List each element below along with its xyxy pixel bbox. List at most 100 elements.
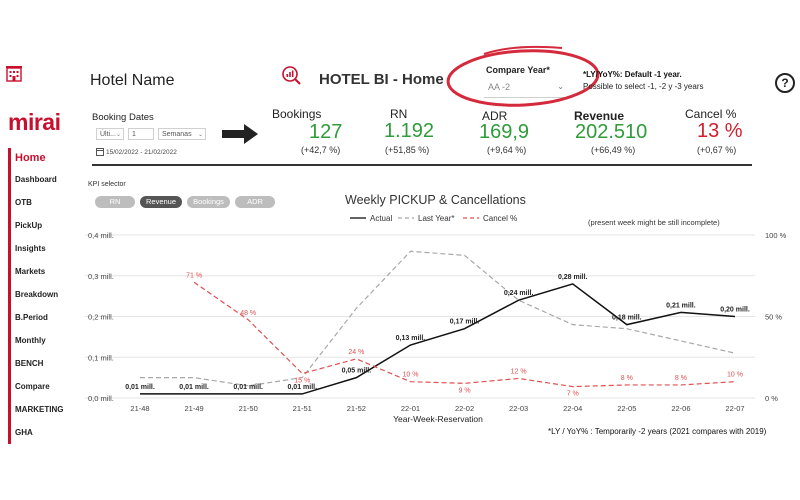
kpi-label-rn: RN [390,107,408,121]
data-label-cancel: 10 % [402,372,418,379]
booking-dates-title: Booking Dates [92,112,154,123]
y-right-tick-label: 50 % [765,313,782,322]
y-left-tick-label: 0,4 mill. [88,231,114,240]
x-tick-label: 22-05 [617,404,636,413]
data-label-cancel: 12 % [511,368,527,375]
data-label-cancel: 7 % [567,391,579,398]
data-label-actual: 0,24 mill. [504,290,534,297]
sidebar-item-gha[interactable]: GHA [15,428,33,437]
hotel-name: Hotel Name [90,72,175,89]
data-label-actual: 0,18 mill. [612,315,642,322]
sidebar-item-marketing[interactable]: MARKETING [15,405,64,414]
sidebar-item-pickup[interactable]: PickUp [15,221,43,230]
x-axis-title: Year-Week-Reservation [393,414,483,424]
data-label-actual: 0,28 mill. [558,274,588,281]
arrow-right-icon [222,124,258,144]
legend-label: Cancel % [483,214,517,223]
kpi-label-adr: ADR [482,109,508,123]
kpi-label-bookings: Bookings [272,107,322,121]
period-unit-select[interactable]: Semanas ⌄ [158,128,206,140]
data-label-cancel: 10 % [727,372,743,379]
data-label-cancel: 48 % [240,310,256,317]
sidebar-item-bperiod[interactable]: B.Period [15,313,48,322]
x-tick-label: 22-01 [401,404,420,413]
kpi-value-revenue: 202.510 [575,121,648,143]
sidebar-accent-bar [8,148,11,444]
period-number-input[interactable]: 1 [128,128,154,140]
compare-year-value: AA -2 [488,82,511,92]
y-left-tick-label: 0,2 mill. [88,313,114,322]
x-tick-label: 22-07 [725,404,744,413]
kpi-divider [92,164,752,166]
sidebar-item-home[interactable]: Home [15,152,46,164]
sidebar-item-markets[interactable]: Markets [15,267,46,276]
chart-title: Weekly PICKUP & Cancellations [345,193,526,207]
data-label-cancel: 8 % [675,375,687,382]
kpi-value-cancel: 13 % [697,120,743,142]
kpi-value-rn: 1.192 [384,120,435,142]
sidebar-item-dashboard[interactable]: Dashboard [15,175,57,184]
kpi-label-revenue: Revenue [574,109,625,123]
x-tick-label: 21-51 [293,404,312,413]
data-label-actual: 0,01 mill. [233,384,263,391]
x-tick-label: 22-02 [455,404,474,413]
kpi-delta-bookings: (+42,7 %) [301,145,341,155]
y-right-tick-label: 0 % [765,394,778,403]
kpi-option-rn[interactable]: RN [95,196,135,208]
kpi-option-bookings[interactable]: Bookings [187,196,230,208]
series-line-cancel [193,281,736,388]
footnote: *LY / YoY% : Temporarily -2 years (2021 … [548,427,767,436]
compare-year-select[interactable]: AA -2 ⌄ [484,82,568,98]
y-left-tick-label: 0,1 mill. [88,353,114,362]
sidebar-item-compare[interactable]: Compare [15,382,50,391]
data-label-actual: 0,01 mill. [287,384,317,391]
incomplete-week-note: (present week might be still incomplete) [588,218,720,227]
mirai-logo: mirai [8,109,61,135]
series-line-last-year [140,250,736,387]
data-label-cancel: 9 % [459,387,471,394]
sidebar-item-monthly[interactable]: Monthly [15,336,46,345]
date-range: 15/02/2022 - 21/02/2022 [106,149,177,156]
hotel-building-icon[interactable] [4,63,24,83]
kpi-delta-adr: (+9,64 %) [487,145,527,155]
search-report-icon [280,64,302,86]
kpi-delta-rn: (+51,85 %) [385,145,430,155]
data-label-cancel: 15 % [294,378,310,385]
x-tick-label: 22-06 [671,404,690,413]
kpi-option-revenue[interactable]: Revenue [140,196,182,208]
sidebar-item-bench[interactable]: BENCH [15,359,44,368]
kpi-option-adr[interactable]: ADR [235,196,275,208]
kpi-value-adr: 169,9 [479,121,530,143]
y-right-tick-label: 100 % [765,231,787,240]
compare-year-label: Compare Year* [486,65,550,75]
series-line-actual [140,283,736,395]
data-label-cancel: 24 % [348,349,364,356]
ly-note-title: *LY/YoY%: Default -1 year. [583,70,682,79]
data-label-actual: 0,17 mill. [450,319,480,326]
kpi-label-cancel: Cancel % [685,107,737,121]
period-mode-value: Últi... [100,131,116,138]
help-button[interactable]: ? [775,73,795,93]
data-label-actual: 0,05 mill. [342,368,372,375]
data-label-cancel: 71 % [186,272,202,279]
sidebar-item-insights[interactable]: Insights [15,244,46,253]
y-left-tick-label: 0,3 mill. [88,272,114,281]
period-mode-select[interactable]: Últi... ⌄ [96,128,124,140]
kpi-delta-revenue: (+66,49 %) [591,145,636,155]
chevron-down-icon: ⌄ [115,132,121,138]
page-title: HOTEL BI - Home [319,71,444,88]
chevron-down-icon: ⌄ [197,132,203,138]
data-label-cancel: 8 % [621,375,633,382]
sidebar-item-breakdown[interactable]: Breakdown [15,290,59,299]
kpi-delta-cancel: (+0,67 %) [697,145,737,155]
period-unit-value: Semanas [162,131,192,138]
red-annotation-ellipse [446,45,600,107]
x-tick-label: 22-04 [563,404,582,413]
data-label-actual: 0,01 mill. [179,384,209,391]
data-label-actual: 0,21 mill. [666,302,696,309]
x-tick-label: 22-03 [509,404,528,413]
sidebar-item-otb[interactable]: OTB [15,198,32,207]
x-tick-label: 21-50 [239,404,258,413]
calendar-icon[interactable] [96,148,104,156]
